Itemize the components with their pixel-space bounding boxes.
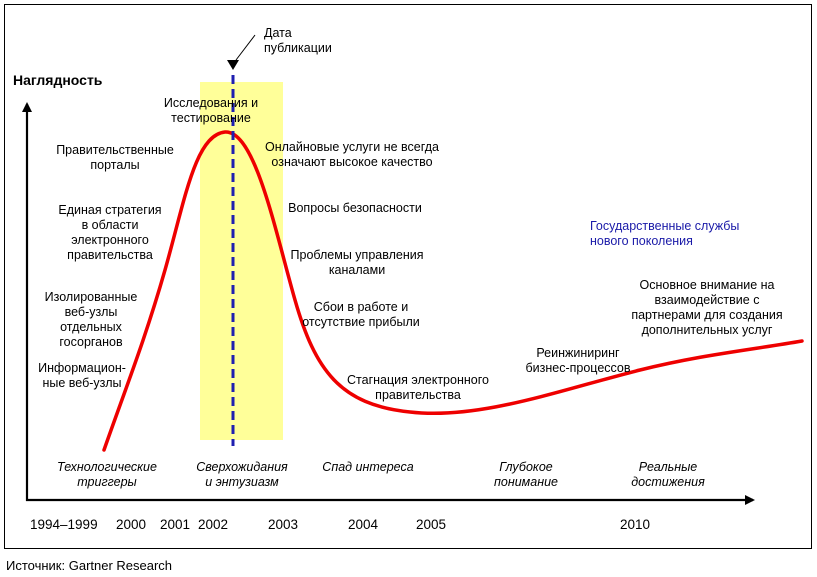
phase-technology-trigger: Технологические триггеры: [57, 460, 157, 489]
y-axis-title: Наглядность: [13, 72, 103, 88]
publication-date-arrow-icon: [227, 60, 239, 70]
label-egov-stagnation: Стагнация электронного правительства: [347, 373, 489, 402]
label-research-testing: Исследования и тестирование: [163, 96, 259, 125]
x-tick-label: 2003: [268, 517, 299, 532]
figure-frame: [4, 4, 812, 549]
x-tick-label: 1994–1999: [30, 517, 98, 532]
publication-callout-line: [235, 34, 256, 61]
x-tick-label: 2004: [348, 517, 379, 532]
phase-plateau-productivity: Реальные достижения: [631, 460, 705, 489]
label-informational-sites: Информацион- ные веб-узлы: [38, 361, 126, 390]
label-government-portals: Правительственные порталы: [56, 143, 174, 172]
label-next-gen-services: Государственные службы нового поколения: [590, 219, 740, 248]
label-failures-no-profit: Сбои в работе и отсутствие прибыли: [302, 300, 420, 329]
label-security-issues: Вопросы безопасности: [288, 201, 422, 215]
source-caption: Источник: Gartner Research: [6, 558, 173, 573]
hype-curve: [102, 130, 804, 452]
x-tick-label: 2001: [160, 517, 191, 532]
publication-date-label: Дата публикации: [264, 26, 332, 55]
label-online-quality: Онлайновые услуги не всегда означают выс…: [265, 140, 439, 169]
x-tick-label: 2000: [116, 517, 147, 532]
phase-peak-expectations: Сверхожидания и энтузиазм: [196, 460, 288, 489]
label-business-reengineering: Реинжиниринг бизнес-процессов: [525, 346, 631, 375]
x-tick-label: 2005: [416, 517, 447, 532]
phase-slope-enlightenment: Глубокое понимание: [494, 460, 558, 489]
label-channel-management: Проблемы управления каналами: [290, 248, 424, 277]
label-partner-interaction: Основное внимание на взаимодействие с па…: [631, 278, 783, 337]
label-isolated-agency-sites: Изолированные веб-узлы отдельных госорга…: [44, 290, 138, 349]
x-tick-label: 2010: [620, 517, 651, 532]
x-tick-label: 2002: [198, 517, 229, 532]
phase-trough-disillusionment: Спад интереса: [322, 460, 414, 474]
label-unified-egov-strategy: Единая стратегия в области электронного …: [58, 203, 162, 262]
